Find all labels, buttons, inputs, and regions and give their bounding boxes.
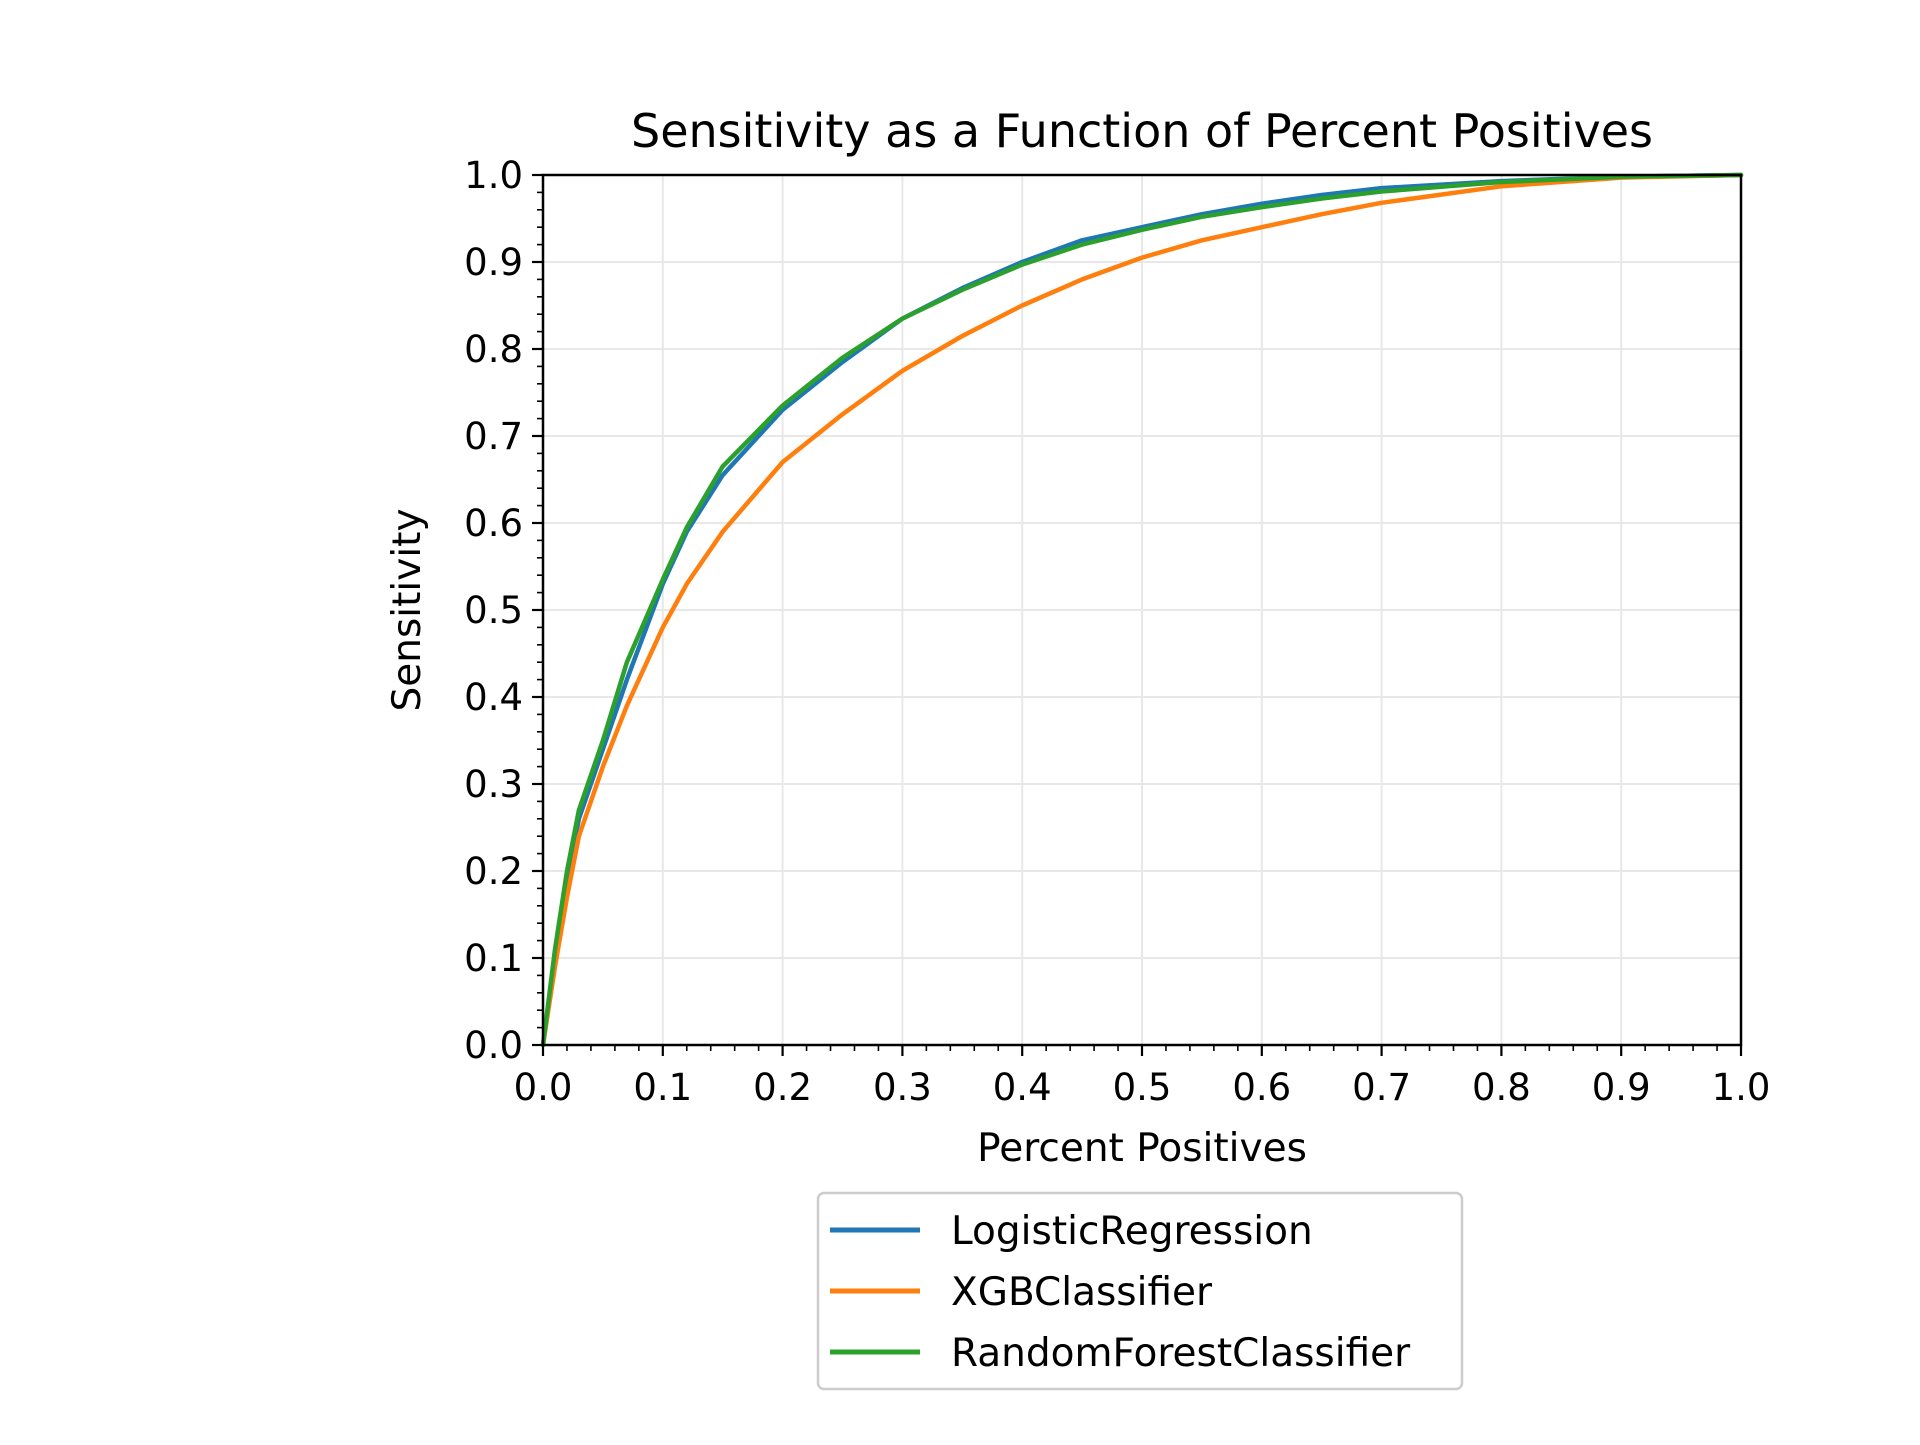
x-tick-label: 0.1	[633, 1066, 692, 1109]
y-tick-label: 0.0	[464, 1024, 523, 1067]
grid	[542, 174, 1742, 1046]
x-tick-label: 1.0	[1712, 1066, 1771, 1109]
axis-ticks: 0.0 0.1 0.2 0.3 0.4 0.5 0.6 0.7 0.8 0.9 1.0 0.0 0.1 0…	[464, 154, 1770, 1109]
series-lines	[540, 172, 1744, 1048]
legend-label-RandomForestClassifier: RandomForestClassifier	[951, 1331, 1411, 1376]
x-tick-label: 0.4	[993, 1066, 1052, 1109]
x-tick-label: 0.0	[514, 1066, 573, 1109]
legend-label-XGBClassifier: XGBClassifier	[951, 1270, 1213, 1315]
y-tick-label: 0.5	[464, 589, 523, 632]
x-tick-label: 0.3	[873, 1066, 932, 1109]
x-tick-label: 0.9	[1592, 1066, 1651, 1109]
legend: LogisticRegression XGBClassifier RandomFor…	[816, 1191, 1464, 1391]
y-tick-label: 0.6	[464, 502, 523, 545]
x-tick-label: 0.2	[753, 1066, 812, 1109]
y-axis-label: Sensitivity	[385, 508, 430, 711]
legend-label-LogisticRegression: LogisticRegression	[951, 1209, 1313, 1254]
y-tick-label: 0.4	[464, 676, 523, 719]
legend-box	[816, 1191, 1464, 1391]
y-tick-label: 0.1	[464, 937, 523, 980]
y-tick-label: 0.8	[464, 328, 523, 371]
x-tick-label: 0.5	[1113, 1066, 1172, 1109]
y-tick-label: 0.7	[464, 415, 523, 458]
x-tick-label: 0.7	[1352, 1066, 1411, 1109]
y-tick-label: 0.2	[464, 850, 523, 893]
chart-title: Sensitivity as a Function of Percent Pos…	[631, 104, 1653, 158]
x-tick-label: 0.6	[1232, 1066, 1291, 1109]
x-axis-label: Percent Positives	[977, 1126, 1307, 1171]
series-line-RandomForestClassifier	[540, 172, 1744, 1048]
series-line-XGBClassifier	[540, 172, 1744, 1048]
x-tick-label: 0.8	[1472, 1066, 1531, 1109]
y-tick-label: 0.3	[464, 763, 523, 806]
y-tick-label: 0.9	[464, 241, 523, 284]
y-tick-label: 1.0	[464, 154, 523, 197]
